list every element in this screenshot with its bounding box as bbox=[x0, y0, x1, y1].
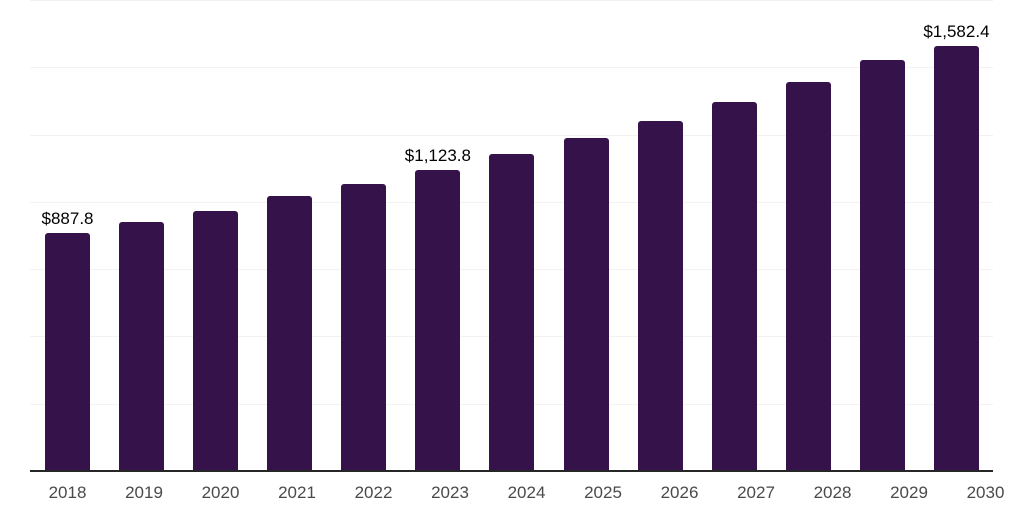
x-tick-2021: 2021 bbox=[278, 483, 316, 502]
bar-column-2018: $887.8 bbox=[42, 1, 94, 472]
bar-2030[interactable] bbox=[933, 46, 979, 472]
bar-2019[interactable] bbox=[119, 221, 165, 472]
bar-2029[interactable] bbox=[859, 59, 905, 472]
bar-column-2020 bbox=[193, 1, 239, 472]
x-tick-2027: 2027 bbox=[737, 483, 775, 502]
bar-column-2021 bbox=[267, 1, 313, 472]
bar-2027[interactable] bbox=[711, 101, 757, 472]
bar-2018[interactable] bbox=[45, 233, 90, 472]
bar-value-label-2023: $1,123.8 bbox=[404, 145, 471, 165]
bar-2020[interactable] bbox=[193, 211, 239, 472]
x-tick-2019: 2019 bbox=[125, 483, 163, 502]
bar-2023[interactable] bbox=[415, 169, 461, 472]
plot-area: $887.8 $1,123.8 $1,582.4 bbox=[30, 0, 993, 472]
x-tick-2029: 2029 bbox=[890, 483, 928, 502]
x-tick-2018: 2018 bbox=[48, 483, 87, 502]
x-tick-2020: 2020 bbox=[201, 483, 240, 502]
x-tick-2028: 2028 bbox=[813, 483, 852, 502]
bar-column-2029 bbox=[859, 1, 905, 472]
bar-2024[interactable] bbox=[489, 154, 535, 472]
x-tick-2030: 2030 bbox=[966, 483, 1005, 502]
bar-2025[interactable] bbox=[563, 137, 609, 472]
bar-2022[interactable] bbox=[341, 183, 387, 472]
x-tick-2026: 2026 bbox=[660, 483, 699, 502]
bar-column-2024 bbox=[489, 1, 535, 472]
bar-value-label-2018: $887.8 bbox=[41, 209, 94, 229]
gridline-1750 bbox=[30, 0, 993, 1]
bar-column-2019 bbox=[119, 1, 165, 472]
bar-column-2022 bbox=[341, 1, 387, 472]
bar-2026[interactable] bbox=[637, 120, 683, 472]
gridline-1250 bbox=[30, 134, 993, 136]
gridline-1500 bbox=[30, 67, 993, 69]
bar-column-2027 bbox=[711, 1, 757, 472]
bar-column-2028 bbox=[785, 1, 831, 472]
x-tick-2023: 2023 bbox=[431, 483, 469, 502]
x-tick-2024: 2024 bbox=[507, 483, 546, 502]
bar-value-label-2030: $1,582.4 bbox=[923, 22, 990, 42]
bar-column-2030: $1,582.4 bbox=[923, 1, 990, 472]
x-axis-line bbox=[30, 470, 993, 472]
bar-2028[interactable] bbox=[785, 81, 831, 472]
bar-column-2025 bbox=[563, 1, 609, 472]
x-tick-2025: 2025 bbox=[584, 483, 622, 502]
bar-column-2023: $1,123.8 bbox=[405, 1, 471, 472]
bar-column-2026 bbox=[637, 1, 683, 472]
bar-2021[interactable] bbox=[267, 196, 313, 472]
bars: $887.8 $1,123.8 $1,582.4 bbox=[30, 1, 993, 472]
x-tick-2022: 2022 bbox=[354, 483, 393, 502]
x-axis-labels: 2018 2019 2020 2021 2022 2023 2024 2025 2026 2027… bbox=[30, 483, 1022, 503]
